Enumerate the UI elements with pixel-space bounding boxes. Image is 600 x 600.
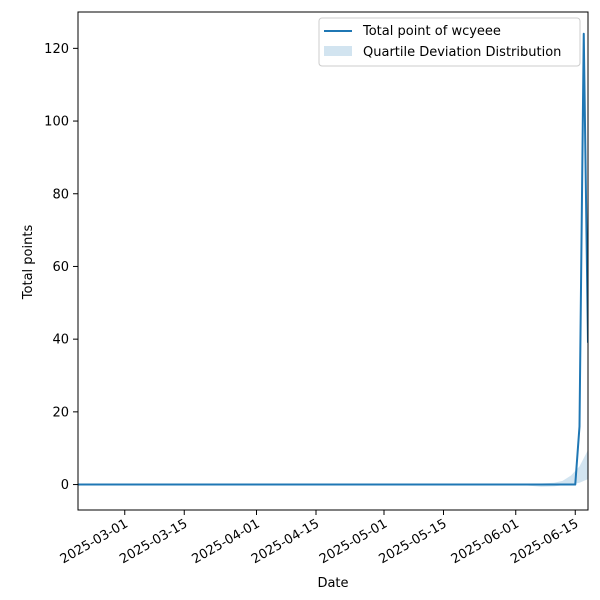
y-tick-label: 20 [52, 405, 69, 420]
legend-box [318, 17, 581, 67]
y-axis-label: Total points [21, 225, 36, 301]
quartile-band [78, 450, 588, 487]
axes-border [77, 11, 589, 511]
total-points-line [78, 32, 588, 486]
x-tick-label: 2025-05-15 [377, 516, 450, 567]
y-tick-label: 120 [44, 42, 69, 57]
y-tick-label: 80 [52, 187, 69, 202]
legend: Total point of wcyeee Quartile Deviation… [318, 17, 581, 67]
legend-label-line: Total point of wcyeee [362, 24, 501, 39]
y-axis-ticks: 0 20 40 60 80 100 120 [44, 42, 78, 493]
plot-area [78, 32, 588, 487]
y-tick-label: 100 [44, 115, 69, 130]
legend-band-swatch [324, 46, 352, 56]
y-tick-label: 60 [52, 260, 69, 275]
y-tick-label: 40 [52, 333, 69, 348]
y-tick-label: 0 [61, 478, 69, 493]
x-tick-label: 2025-06-15 [508, 516, 581, 567]
line-layer [78, 32, 588, 486]
x-tick-label: 2025-04-15 [249, 516, 322, 567]
band-layer [78, 450, 588, 487]
axes-frame [77, 11, 589, 511]
legend-label-band: Quartile Deviation Distribution [363, 45, 561, 60]
x-tick-label: 2025-03-15 [117, 516, 190, 567]
x-axis-label: Date [317, 576, 348, 591]
